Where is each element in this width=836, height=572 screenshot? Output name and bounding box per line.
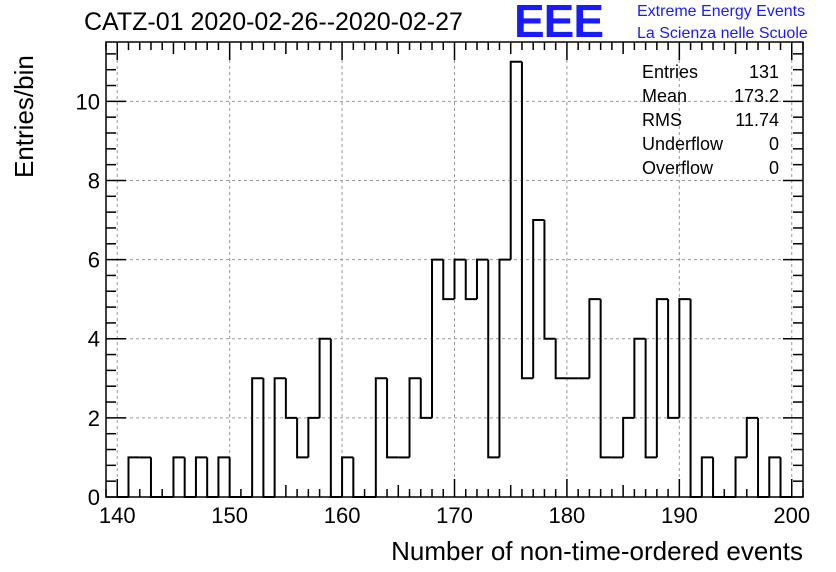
x-tick-label: 140 — [99, 503, 136, 528]
histogram-bin — [296, 417, 309, 459]
logo-line-1: Extreme Energy Events — [637, 3, 806, 20]
eee-logo-mark: EEE — [514, 0, 604, 47]
eee-logo: EEE Extreme Energy Events La Scienza nel… — [514, 0, 834, 47]
histogram-bin — [183, 457, 196, 498]
histogram-bin — [352, 457, 365, 498]
logo-line-2: La Scienza nelle Scuole — [637, 25, 808, 42]
histogram-bin — [520, 61, 534, 380]
histogram-bin — [700, 456, 714, 497]
histogram-bin — [588, 298, 601, 379]
histogram-bin — [262, 378, 275, 498]
stat-row-rms: RMS 11.74 — [642, 108, 779, 132]
histogram-bin — [633, 337, 646, 418]
histogram-bin — [655, 298, 669, 458]
x-tick-label: 180 — [549, 503, 586, 528]
x-tick-label: 150 — [211, 503, 248, 528]
y-tick-label: 0 — [88, 485, 100, 510]
stat-value: 11.74 — [735, 110, 779, 130]
chart-title: CATZ-01 2020-02-26--2020-02-27 — [84, 8, 463, 36]
histogram-bin — [509, 60, 522, 260]
histogram-bin — [374, 377, 388, 497]
axis-ticks — [105, 42, 804, 498]
histogram-bin — [757, 417, 770, 498]
histogram-bin — [554, 338, 567, 380]
stat-row-entries: Entries 131 — [642, 60, 779, 84]
histogram-bin — [431, 258, 444, 418]
histogram-bin — [622, 416, 635, 458]
x-tick-label: 190 — [661, 503, 698, 528]
histogram-bin — [667, 299, 680, 419]
histogram-bin — [498, 258, 511, 458]
stat-value: 0 — [768, 158, 779, 178]
y-tick-label: 10 — [76, 89, 100, 114]
stat-row-underflow: Underflow 0 — [642, 132, 779, 156]
y-tick-label: 8 — [88, 168, 100, 193]
histogram-bin — [745, 416, 759, 458]
stats-box: Entries 131 Mean 173.2 RMS 11.74 Underfl… — [642, 60, 779, 180]
histogram-bin — [487, 259, 500, 459]
histogram-bin — [172, 456, 185, 497]
stat-value: 0 — [768, 134, 779, 154]
histogram-bin — [318, 337, 331, 418]
histogram-bin — [251, 377, 264, 497]
histogram-bin — [734, 456, 747, 497]
x-tick-label: 200 — [773, 503, 810, 528]
histogram-bin — [543, 220, 556, 340]
histogram-bin — [341, 456, 354, 497]
histogram-bin — [453, 258, 466, 300]
histogram-bin — [194, 456, 208, 497]
y-tick-label: 2 — [88, 406, 100, 431]
histogram-bin — [206, 457, 219, 498]
histogram-bin — [532, 219, 545, 379]
histogram-bin — [419, 378, 433, 419]
histogram-bin — [644, 338, 657, 459]
histogram-bin — [149, 457, 163, 498]
histogram-bin — [689, 299, 702, 498]
histogram-bin — [779, 457, 792, 498]
histogram-bin — [127, 456, 140, 497]
histogram-bin — [475, 258, 489, 300]
histogram-bin — [599, 299, 612, 459]
stat-label: Mean — [642, 86, 688, 106]
histogram-bin — [464, 259, 477, 301]
stat-row-mean: Mean 173.2 — [642, 84, 779, 108]
histogram-bin — [307, 416, 320, 458]
histogram-bin — [408, 377, 421, 458]
histogram-bin — [442, 259, 455, 301]
histogram-bin — [386, 378, 399, 459]
histogram-bin — [768, 456, 781, 497]
x-axis-label: Number of non-time-ordered events — [391, 536, 803, 566]
stat-label: RMS — [642, 110, 682, 130]
histogram-bin — [228, 457, 241, 498]
stat-value: 173.2 — [733, 86, 779, 106]
y-tick-label: 6 — [88, 248, 100, 273]
stat-row-overflow: Overflow 0 — [642, 156, 779, 180]
stat-label: Overflow — [642, 158, 714, 178]
histogram-bin — [678, 298, 691, 418]
stat-value: 131 — [748, 62, 779, 82]
histogram-bin — [273, 377, 286, 497]
stat-label: Entries — [642, 62, 699, 82]
y-axis-label: Entries/bin — [9, 55, 39, 178]
x-tick-label: 160 — [324, 503, 361, 528]
histogram-bin — [217, 456, 230, 497]
x-tick-label: 170 — [436, 503, 473, 528]
histogram-bin — [712, 457, 725, 498]
y-tick-label: 4 — [88, 327, 100, 352]
stat-label: Underflow — [642, 134, 724, 154]
histogram-bin — [284, 378, 298, 419]
tick-labels: 140 150 160 170 180 190 200 0 2 4 6 8 10 — [76, 89, 811, 528]
